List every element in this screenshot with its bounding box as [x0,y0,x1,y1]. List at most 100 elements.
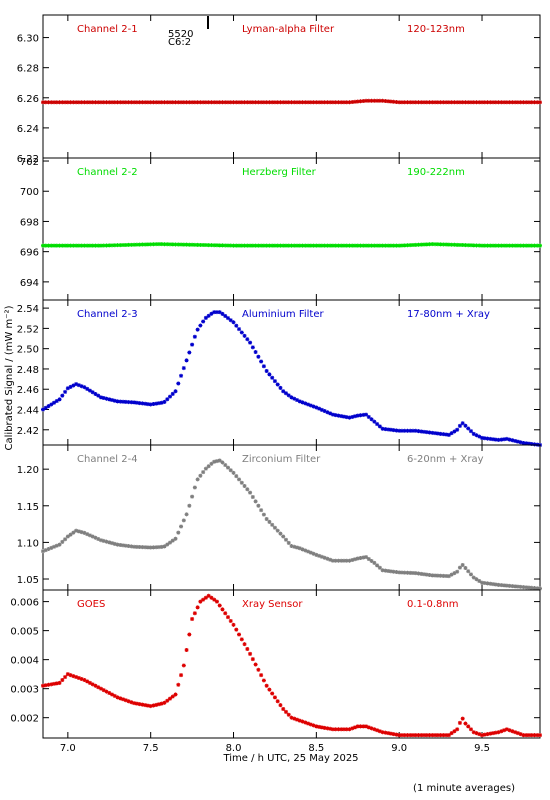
data-point [364,412,369,417]
data-point [416,242,421,247]
data-point [154,702,159,707]
data-point [388,569,393,574]
data-point [485,581,490,586]
filter-label: Aluminium Filter [242,309,325,320]
data-point [289,100,294,105]
data-point [237,327,242,332]
data-point [430,100,435,105]
data-point [159,242,164,247]
data-point [87,680,92,685]
filter-label: Zirconium Filter [242,454,321,465]
data-point [491,243,496,248]
data-point [154,100,159,105]
data-point [463,100,468,105]
data-point [190,342,195,347]
data-point [206,464,211,469]
data-point [504,100,509,105]
data-point [532,100,537,105]
data-point [364,555,369,560]
data-point [408,570,413,575]
data-point [408,428,413,433]
data-point [471,431,476,436]
data-point [118,399,123,404]
data-point [49,545,54,550]
data-point [455,727,460,732]
data-point [121,243,126,248]
data-point [336,413,341,418]
data-point [239,637,244,642]
data-point [110,398,115,403]
data-point [397,243,402,248]
data-point [422,429,427,434]
data-point [535,586,540,591]
data-point [319,243,324,248]
data-point [173,242,178,247]
data-point [405,570,410,575]
data-point [311,243,316,248]
data-point [228,618,233,623]
data-point [388,99,393,104]
data-point [159,701,164,706]
data-point [303,720,308,725]
data-point [110,100,115,105]
data-point [231,470,236,475]
data-point [466,724,471,729]
data-point [355,724,360,729]
data-point [353,725,358,730]
data-point [154,401,159,406]
data-point [107,100,112,105]
data-point [253,499,258,504]
data-point [361,555,366,560]
data-point [198,473,203,478]
data-point [93,100,98,105]
data-point [267,687,272,692]
data-point [344,558,349,563]
data-point [41,683,45,688]
data-point [452,571,457,576]
data-point [422,733,427,738]
data-point [283,243,288,248]
data-point [444,733,449,738]
data-point [217,603,222,608]
data-point [419,242,424,247]
data-point [496,100,501,105]
y-tick-label: 1.20 [17,465,39,476]
data-point [242,243,247,248]
data-point [408,733,413,738]
data-point [341,727,346,732]
data-point [267,100,272,105]
data-point [286,243,291,248]
data-point [328,726,333,731]
data-point [85,100,90,105]
data-point [330,412,335,417]
data-point [140,545,145,550]
series-points [41,593,542,738]
data-point [71,383,76,388]
data-point [206,243,211,248]
data-point [250,345,255,350]
data-point [57,100,62,105]
data-point [482,732,487,737]
data-point [76,243,81,248]
data-point [499,100,504,105]
data-point [76,676,81,681]
data-point [225,465,230,470]
data-point [377,729,382,734]
data-point [187,242,192,247]
data-point [126,544,131,549]
data-point [49,243,54,248]
data-point [170,242,175,247]
data-point [156,100,161,105]
data-point [140,100,145,105]
data-point [438,431,443,436]
data-point [402,733,407,738]
data-point [493,243,498,248]
data-point [339,727,344,732]
data-point [129,242,134,247]
data-point [328,557,333,562]
data-point [480,733,485,738]
data-point [115,399,120,404]
series-points [41,458,542,591]
averaging-footnote: (1 minute averages) [413,783,515,794]
data-point [394,243,399,248]
